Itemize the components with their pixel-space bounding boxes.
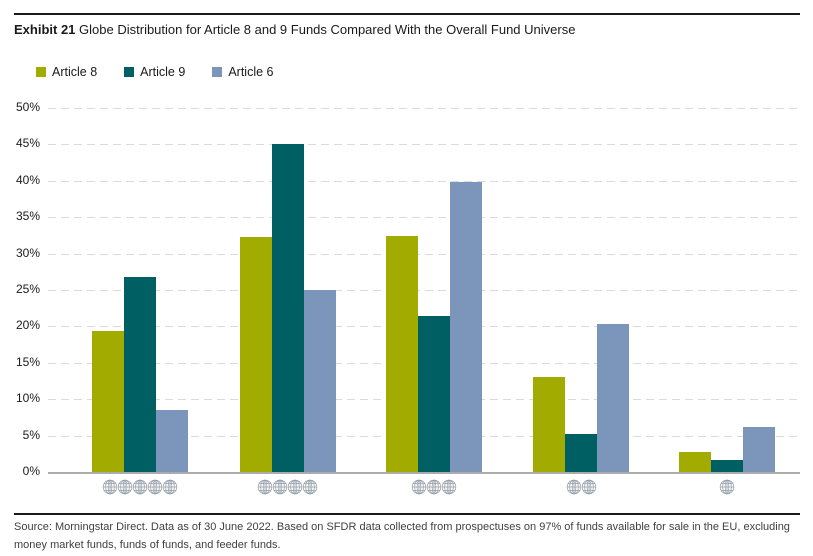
legend-item-article-8: Article 8	[36, 65, 97, 79]
globe-icon	[147, 479, 163, 495]
y-tick-label: 35%	[15, 209, 40, 224]
y-tick-label: 0%	[22, 464, 40, 478]
globe-icon	[581, 479, 596, 495]
globe-icon	[102, 479, 118, 495]
legend-item-article-9: Article 9	[124, 65, 185, 79]
bar-article-6-1-globe	[743, 427, 775, 472]
page-title: Exhibit 21 Globe Distribution for Articl…	[14, 22, 800, 37]
globe-icon	[302, 479, 318, 495]
bar-article-8-2-globes	[533, 377, 565, 472]
globe-icon	[411, 479, 427, 495]
globe-icon	[257, 479, 273, 495]
globe-icon	[441, 479, 457, 495]
globe-icon	[426, 479, 442, 495]
y-tick-label: 45%	[15, 136, 40, 151]
y-tick-label: 15%	[15, 354, 40, 369]
y-tick-label: 50%	[15, 100, 40, 114]
bar-article-8-5-globes	[92, 331, 124, 472]
globe-icon	[132, 479, 148, 495]
gridline-50%	[48, 108, 800, 109]
bar-article-8-4-globes	[239, 237, 272, 472]
legend-item-article-6: Article 6	[212, 65, 273, 79]
legend-swatch-icon	[212, 67, 223, 77]
y-tick-label: 30%	[15, 245, 40, 260]
x-category-label-2-globes	[566, 479, 596, 495]
bottom-rule	[14, 513, 800, 515]
gridline-25%	[48, 290, 800, 291]
globe-icon	[719, 479, 735, 495]
exhibit-title-text: Globe Distribution for Article 8 and 9 F…	[79, 22, 576, 37]
gridline-35%	[48, 217, 800, 219]
globe-icon	[162, 479, 178, 495]
bar-article-8-1-globe	[679, 452, 711, 472]
bar-article-6-4-globes	[303, 290, 336, 472]
globe-icon	[287, 479, 303, 495]
bar-article-9-1-globe	[711, 460, 743, 472]
x-axis-line	[48, 471, 800, 474]
bar-article-6-3-globes	[450, 182, 482, 472]
gridline-40%	[48, 180, 800, 182]
y-tick-label: 25%	[15, 282, 40, 296]
gridline-30%	[48, 253, 800, 255]
legend-label: Article 6	[228, 65, 274, 79]
y-tick-label: 5%	[22, 427, 40, 442]
legend-label: Article 9	[140, 65, 186, 79]
bar-article-6-2-globes	[597, 324, 629, 472]
bar-article-8-3-globes	[386, 236, 418, 472]
y-tick-label: 40%	[15, 172, 40, 187]
bar-article-9-3-globes	[418, 316, 450, 472]
legend-label: Article 8	[52, 65, 98, 79]
y-tick-label: 20%	[15, 318, 40, 333]
bar-article-6-5-globes	[156, 410, 188, 472]
legend-swatch-icon	[36, 67, 46, 77]
bar-article-9-2-globes	[565, 434, 597, 472]
gridline-45%	[48, 144, 800, 146]
bar-article-9-5-globes	[124, 277, 156, 472]
globe-icon	[272, 479, 288, 495]
exhibit-number: Exhibit 21	[14, 22, 76, 37]
chart-legend: Article 8 Article 9 Article 6	[36, 65, 273, 79]
x-category-label-4-globes	[257, 479, 318, 495]
x-category-label-1-globe	[719, 479, 735, 495]
x-category-label-3-globes	[411, 479, 457, 495]
x-category-label-5-globes	[102, 479, 178, 495]
globe-icon	[117, 479, 133, 495]
top-rule	[14, 13, 800, 15]
source-note: Source: Morningstar Direct. Data as of 3…	[14, 521, 790, 551]
globe-icon	[566, 479, 581, 495]
legend-swatch-icon	[124, 67, 135, 77]
y-tick-label: 10%	[15, 391, 40, 406]
bar-article-9-4-globes	[271, 144, 304, 472]
